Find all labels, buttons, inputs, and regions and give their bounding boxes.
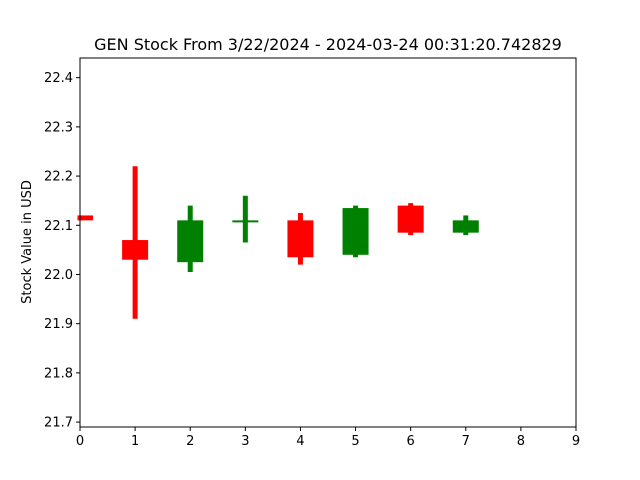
candles-group <box>77 166 479 319</box>
x-tick-label: 1 <box>131 434 139 449</box>
chart-title: GEN Stock From 3/22/2024 - 2024-03-24 00… <box>94 35 562 54</box>
candle-3 <box>232 195 259 243</box>
candle-1 <box>122 166 149 319</box>
x-tick-label: 3 <box>241 434 249 449</box>
y-axis-label: Stock Value in USD <box>20 180 35 304</box>
x-tick-label: 4 <box>296 434 304 449</box>
y-tick-label: 22.1 <box>44 219 73 234</box>
candle-body <box>122 240 149 260</box>
candle-5 <box>342 205 369 258</box>
y-axis: 21.7 21.8 21.9 22.0 22.1 22.2 22.3 22.4 <box>44 71 80 431</box>
y-tick-label: 22.4 <box>44 71 73 86</box>
candle-7 <box>452 215 479 236</box>
y-tick-label: 21.8 <box>44 366 73 381</box>
y-tick-label: 21.9 <box>44 317 73 332</box>
candle-body <box>452 220 479 233</box>
candle-wick <box>242 195 248 243</box>
candle-2 <box>177 205 204 273</box>
x-tick-label: 2 <box>186 434 194 449</box>
x-tick-label: 5 <box>351 434 359 449</box>
x-tick-label: 0 <box>76 434 84 449</box>
x-tick-label: 9 <box>572 434 580 449</box>
candle-body <box>287 220 314 258</box>
y-tick-label: 21.7 <box>44 416 73 431</box>
x-tick-label: 7 <box>462 434 470 449</box>
candle-body <box>397 205 424 233</box>
y-tick-label: 22.2 <box>44 170 73 185</box>
x-tick-label: 6 <box>407 434 415 449</box>
candle-body <box>342 208 369 255</box>
y-tick-label: 22.0 <box>44 268 73 283</box>
x-axis: 0 1 2 3 4 5 6 7 8 9 <box>76 427 580 449</box>
y-tick-label: 22.3 <box>44 120 73 135</box>
plot-frame <box>79 57 577 428</box>
candle-body <box>177 220 204 263</box>
candle-body <box>232 220 259 223</box>
x-tick-label: 8 <box>517 434 525 449</box>
candle-4 <box>287 212 314 265</box>
candle-6 <box>397 203 424 236</box>
candle-body <box>80 215 93 221</box>
